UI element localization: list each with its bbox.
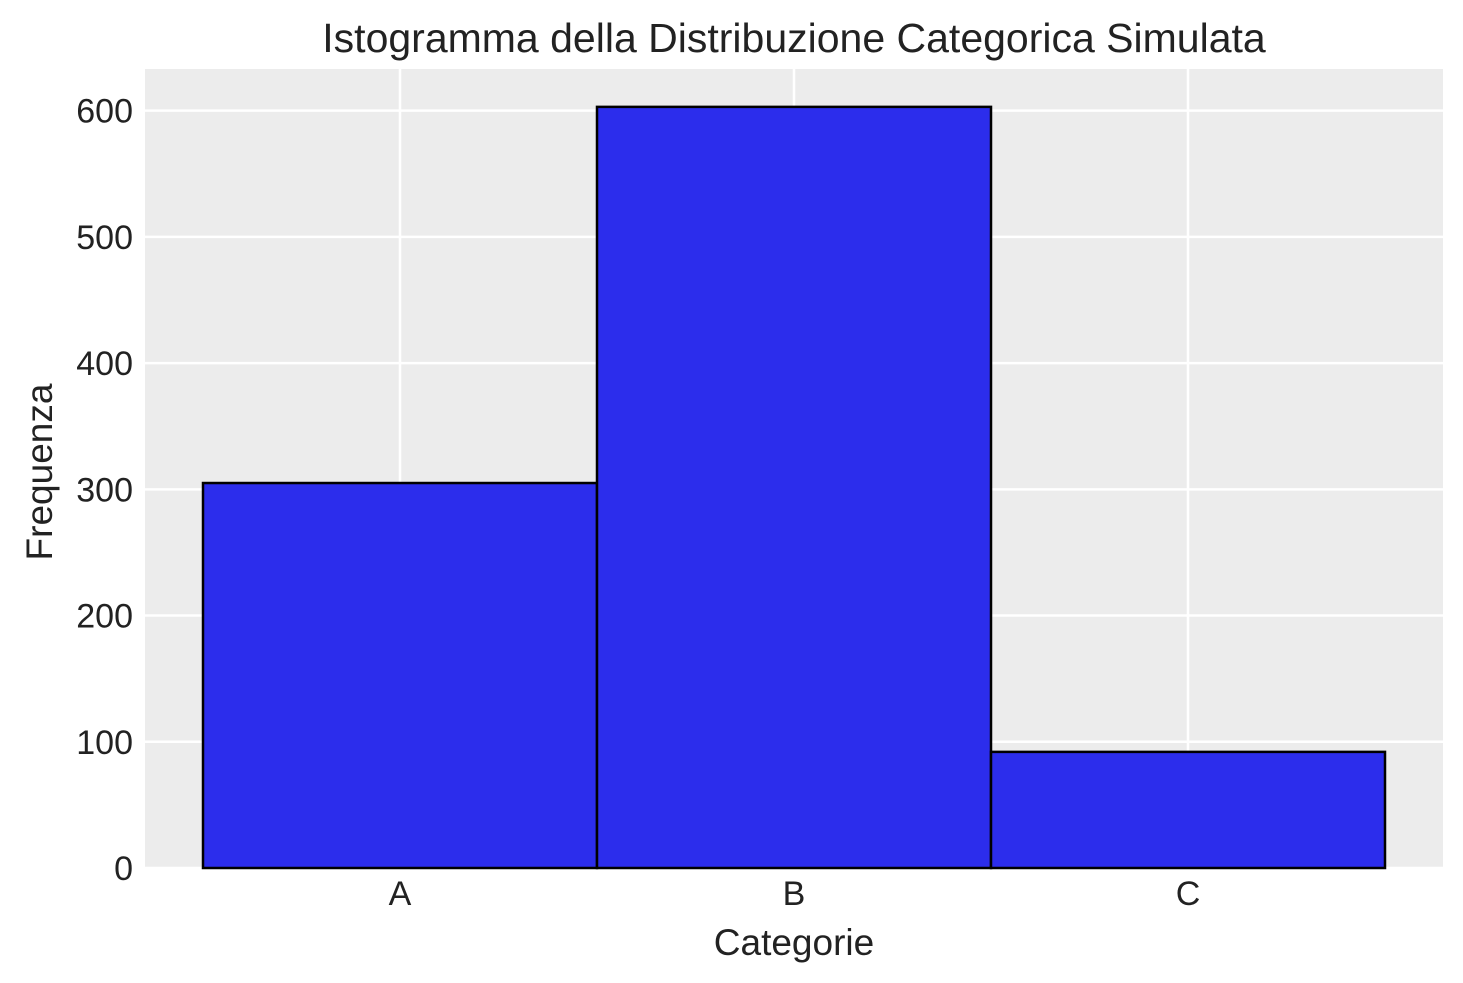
x-tick-label: A <box>389 875 412 913</box>
y-tick-label: 300 <box>76 471 133 509</box>
bar-A <box>201 481 599 870</box>
bar-C <box>989 750 1387 870</box>
x-axis-label: Categorie <box>714 922 874 963</box>
bar-B <box>595 105 993 870</box>
y-tick-label: 0 <box>114 850 133 888</box>
x-tick-label: C <box>1176 875 1201 913</box>
y-tick-label: 600 <box>76 93 133 131</box>
x-axis-ticks: A B C <box>389 875 1201 913</box>
y-tick-label: 100 <box>76 724 133 762</box>
y-tick-label: 400 <box>76 345 133 383</box>
y-axis-ticks: 0 100 200 300 400 500 600 <box>76 93 133 888</box>
chart-title: Istogramma della Distribuzione Categoric… <box>322 15 1266 61</box>
x-tick-label: B <box>783 875 806 913</box>
bars <box>201 105 1387 870</box>
y-tick-label: 200 <box>76 598 133 636</box>
y-axis-label: Frequenza <box>19 383 60 560</box>
y-tick-label: 500 <box>76 219 133 257</box>
